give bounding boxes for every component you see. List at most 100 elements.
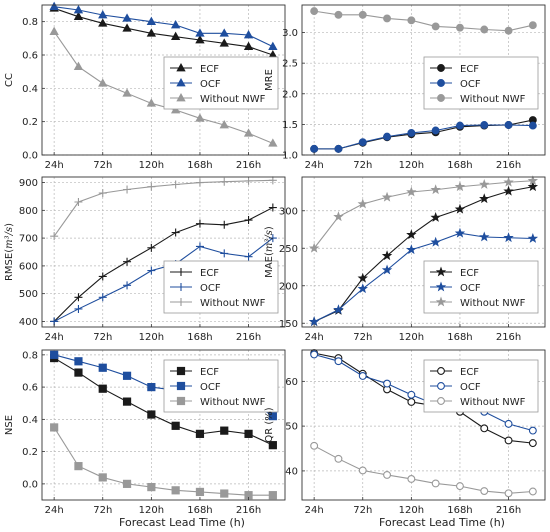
legend-marker (435, 266, 447, 277)
chart-panel-bottom-right: 40 50 60 24h 72h 120h 168h 216h QR (%) ECF OCF With… (264, 349, 546, 516)
legend-label: OCF (200, 283, 221, 294)
data-point (504, 489, 513, 498)
legend: ECF OCF Without NWF (163, 56, 279, 110)
data-point (98, 78, 108, 87)
legend-marker (177, 298, 185, 306)
legend-marker (176, 77, 186, 87)
data-point (98, 272, 107, 281)
data-point (243, 128, 254, 137)
data-point (407, 475, 416, 483)
legend-label: ECF (200, 64, 219, 75)
data-point (357, 198, 368, 209)
data-point (171, 228, 180, 237)
legend-marker (176, 396, 186, 406)
data-point (358, 10, 367, 19)
series-line (53, 7, 274, 56)
data-point (268, 41, 278, 51)
data-point (74, 357, 83, 366)
legend: ECF OCF Without NWF (423, 260, 539, 314)
data-point (122, 371, 132, 380)
data-point (310, 441, 319, 450)
data-point (357, 283, 368, 294)
x-axis-title-right: Forecast Lead Time (h) (379, 516, 505, 529)
data-point (480, 121, 489, 129)
data-point (74, 462, 83, 471)
data-point (334, 144, 343, 153)
x-tick-label: 72h (353, 160, 372, 171)
data-point (407, 397, 416, 406)
y-tick-label: 900 (19, 178, 38, 189)
y-tick-label: 50 (285, 422, 298, 433)
chart-panel-top-right: 1.0 1.5 2.0 2.5 3.0 24h 72h 120h 168h 216h MRE ECF O… (264, 4, 546, 171)
data-point (383, 14, 391, 23)
data-point (123, 257, 132, 266)
y-axis-label: MAE(m³/s) (264, 226, 275, 278)
data-point (381, 191, 393, 202)
legend-label: Without NWF (200, 397, 266, 408)
x-tick-label: 24h (45, 332, 64, 343)
series-line (53, 31, 274, 144)
series-without-nwf (49, 26, 278, 147)
data-point (479, 179, 490, 189)
data-point (98, 363, 107, 372)
legend-marker (437, 397, 445, 405)
data-point (74, 293, 83, 302)
data-point (528, 21, 537, 30)
y-tick-label: 60 (285, 377, 298, 388)
data-point (122, 397, 132, 406)
data-point (123, 281, 132, 290)
x-tick-label: 120h (399, 332, 424, 343)
data-point (268, 203, 277, 212)
data-point (504, 419, 513, 428)
y-tick-label: 3.0 (282, 28, 298, 39)
data-point (504, 26, 513, 35)
legend-marker (176, 92, 186, 102)
data-point (407, 129, 416, 137)
data-point (195, 113, 205, 122)
legend: ECF OCF Without NWF (163, 359, 279, 413)
data-point (49, 1, 59, 11)
data-point (430, 236, 441, 247)
legend-label: Without NWF (460, 94, 526, 105)
x-tick-label: 168h (447, 332, 472, 343)
plot-frame (41, 176, 286, 328)
chart-panel-middle-right: 150 200 250 300 24h 72h 120h 168h 216h MAE(m³/s) E… (264, 175, 546, 343)
data-point (73, 11, 84, 21)
data-point (220, 249, 229, 258)
series-line (54, 6, 274, 48)
data-point (50, 423, 59, 432)
data-point (503, 176, 514, 187)
y-tick-label: 600 (19, 261, 38, 272)
data-point (503, 232, 514, 243)
x-tick-label: 24h (45, 160, 64, 171)
x-tick-label: 24h (305, 332, 324, 343)
x-tick-label: 168h (187, 332, 212, 343)
data-point (308, 316, 320, 327)
data-point (98, 473, 107, 482)
x-tick-label: 216h (496, 160, 521, 171)
data-point (123, 185, 132, 194)
series-line (53, 427, 273, 496)
series-line (314, 10, 533, 32)
chart-panel-top-left: 0.0 0.2 0.4 0.6 0.8 24h 72h 120h 168h 216h CC ECF OC… (4, 1, 286, 171)
data-point (503, 185, 514, 196)
data-point (334, 454, 343, 463)
y-tick-label: 250 (279, 244, 298, 255)
data-point (73, 61, 84, 71)
legend-label: ECF (460, 367, 479, 378)
series-line (313, 232, 533, 323)
y-tick-label: 40 (285, 466, 298, 477)
data-point (431, 479, 440, 488)
y-axis-label: RMSE(m³/s) (4, 223, 15, 281)
y-tick-label: 1.0 (282, 151, 298, 162)
data-point (456, 23, 464, 32)
data-point (74, 304, 83, 313)
data-point (504, 121, 513, 129)
data-point (310, 350, 319, 359)
data-point (147, 266, 156, 275)
series-ecf (49, 3, 278, 59)
data-point (98, 9, 108, 19)
legend-marker (177, 283, 185, 291)
data-point (122, 23, 132, 32)
